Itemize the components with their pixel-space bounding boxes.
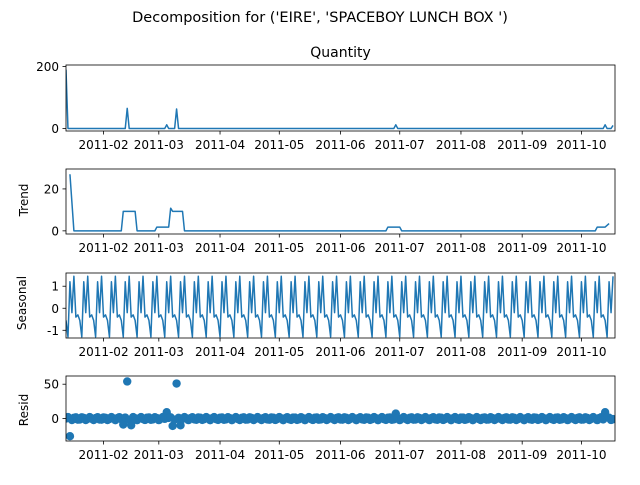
quantity-xtick-label: 2011-09 — [497, 138, 547, 152]
resid-point — [123, 377, 131, 385]
seasonal-xtick-label: 2011-07 — [375, 345, 425, 359]
resid-ytick-label: 0 — [51, 412, 59, 426]
seasonal-ylabel: Seasonal — [15, 276, 29, 330]
trend-xtick-label: 2011-10 — [556, 241, 606, 255]
resid-xtick-label: 2011-10 — [556, 448, 606, 462]
quantity-xtick-label: 2011-08 — [436, 138, 486, 152]
quantity-xtick-label: 2011-07 — [375, 138, 425, 152]
quantity-panel-title: Quantity — [310, 45, 371, 61]
quantity-axes-frame — [66, 65, 615, 131]
trend-xtick-label: 2011-03 — [134, 241, 184, 255]
figure-suptitle: Decomposition for ('EIRE', 'SPACEBOY LUN… — [132, 10, 508, 26]
seasonal-panel: Seasonal -1 0 1 2011-02 2011-03 2011-04 2011-0… — [15, 273, 615, 359]
resid-xtick-label: 2011-04 — [195, 448, 245, 462]
quantity-plot-area — [66, 70, 613, 129]
quantity-ytick-label: 200 — [36, 60, 59, 74]
trend-panel: Trend 0 20 2011-02 2011-03 2011-04 2011-05 201… — [17, 169, 615, 255]
seasonal-ytick-label: 1 — [51, 280, 59, 294]
quantity-ytick-label: 0 — [51, 122, 59, 136]
trend-xtick-label: 2011-07 — [375, 241, 425, 255]
resid-xtick-label: 2011-08 — [436, 448, 486, 462]
trend-ytick-label: 0 — [51, 224, 59, 238]
resid-xtick-label: 2011-09 — [497, 448, 547, 462]
quantity-xtick-label: 2011-10 — [556, 138, 606, 152]
seasonal-xtick-label: 2011-10 — [556, 345, 606, 359]
trend-xtick-label: 2011-02 — [78, 241, 128, 255]
quantity-panel: Quantity 0 200 2011-02 2011-03 2011-04 2011-0… — [36, 45, 615, 152]
seasonal-series-line — [66, 276, 613, 337]
seasonal-xtick-label: 2011-04 — [195, 345, 245, 359]
seasonal-ytick-label: -1 — [47, 324, 59, 338]
trend-axes-frame — [66, 169, 615, 234]
seasonal-xtick-label: 2011-09 — [497, 345, 547, 359]
resid-xtick-label: 2011-05 — [254, 448, 304, 462]
seasonal-ytick-label: 0 — [51, 302, 59, 316]
trend-ytick-label: 20 — [44, 182, 59, 196]
quantity-xtick-label: 2011-06 — [315, 138, 365, 152]
trend-ylabel: Trend — [17, 184, 31, 218]
seasonal-xtick-label: 2011-03 — [134, 345, 184, 359]
resid-axes-frame — [66, 376, 615, 441]
trend-xtick-label: 2011-06 — [315, 241, 365, 255]
quantity-xtick-label: 2011-05 — [254, 138, 304, 152]
quantity-xtick-label: 2011-04 — [195, 138, 245, 152]
trend-xtick-label: 2011-08 — [436, 241, 486, 255]
resid-xtick-label: 2011-02 — [78, 448, 128, 462]
resid-xtick-label: 2011-03 — [134, 448, 184, 462]
seasonal-xtick-label: 2011-02 — [78, 345, 128, 359]
seasonal-axes-frame — [66, 273, 615, 338]
quantity-xtick-label: 2011-02 — [78, 138, 128, 152]
trend-xtick-label: 2011-09 — [497, 241, 547, 255]
seasonal-plot-area — [66, 276, 613, 337]
resid-point — [66, 432, 74, 440]
seasonal-xtick-label: 2011-06 — [315, 345, 365, 359]
resid-ylabel: Resid — [17, 394, 31, 426]
trend-xtick-label: 2011-05 — [254, 241, 304, 255]
resid-point — [172, 379, 180, 387]
resid-plot-area — [62, 377, 617, 440]
trend-plot-area — [70, 174, 609, 231]
resid-panel: Resid 0 50 2011-02 2011-03 2011-04 2011-05 201… — [17, 376, 617, 462]
resid-point — [609, 415, 617, 423]
seasonal-xtick-label: 2011-08 — [436, 345, 486, 359]
trend-series-line — [70, 174, 609, 231]
trend-xtick-label: 2011-04 — [195, 241, 245, 255]
resid-xtick-label: 2011-06 — [315, 448, 365, 462]
quantity-series-line — [66, 70, 613, 129]
resid-ytick-label: 50 — [44, 378, 59, 392]
resid-xtick-label: 2011-07 — [375, 448, 425, 462]
seasonal-xtick-label: 2011-05 — [254, 345, 304, 359]
quantity-xtick-label: 2011-03 — [134, 138, 184, 152]
